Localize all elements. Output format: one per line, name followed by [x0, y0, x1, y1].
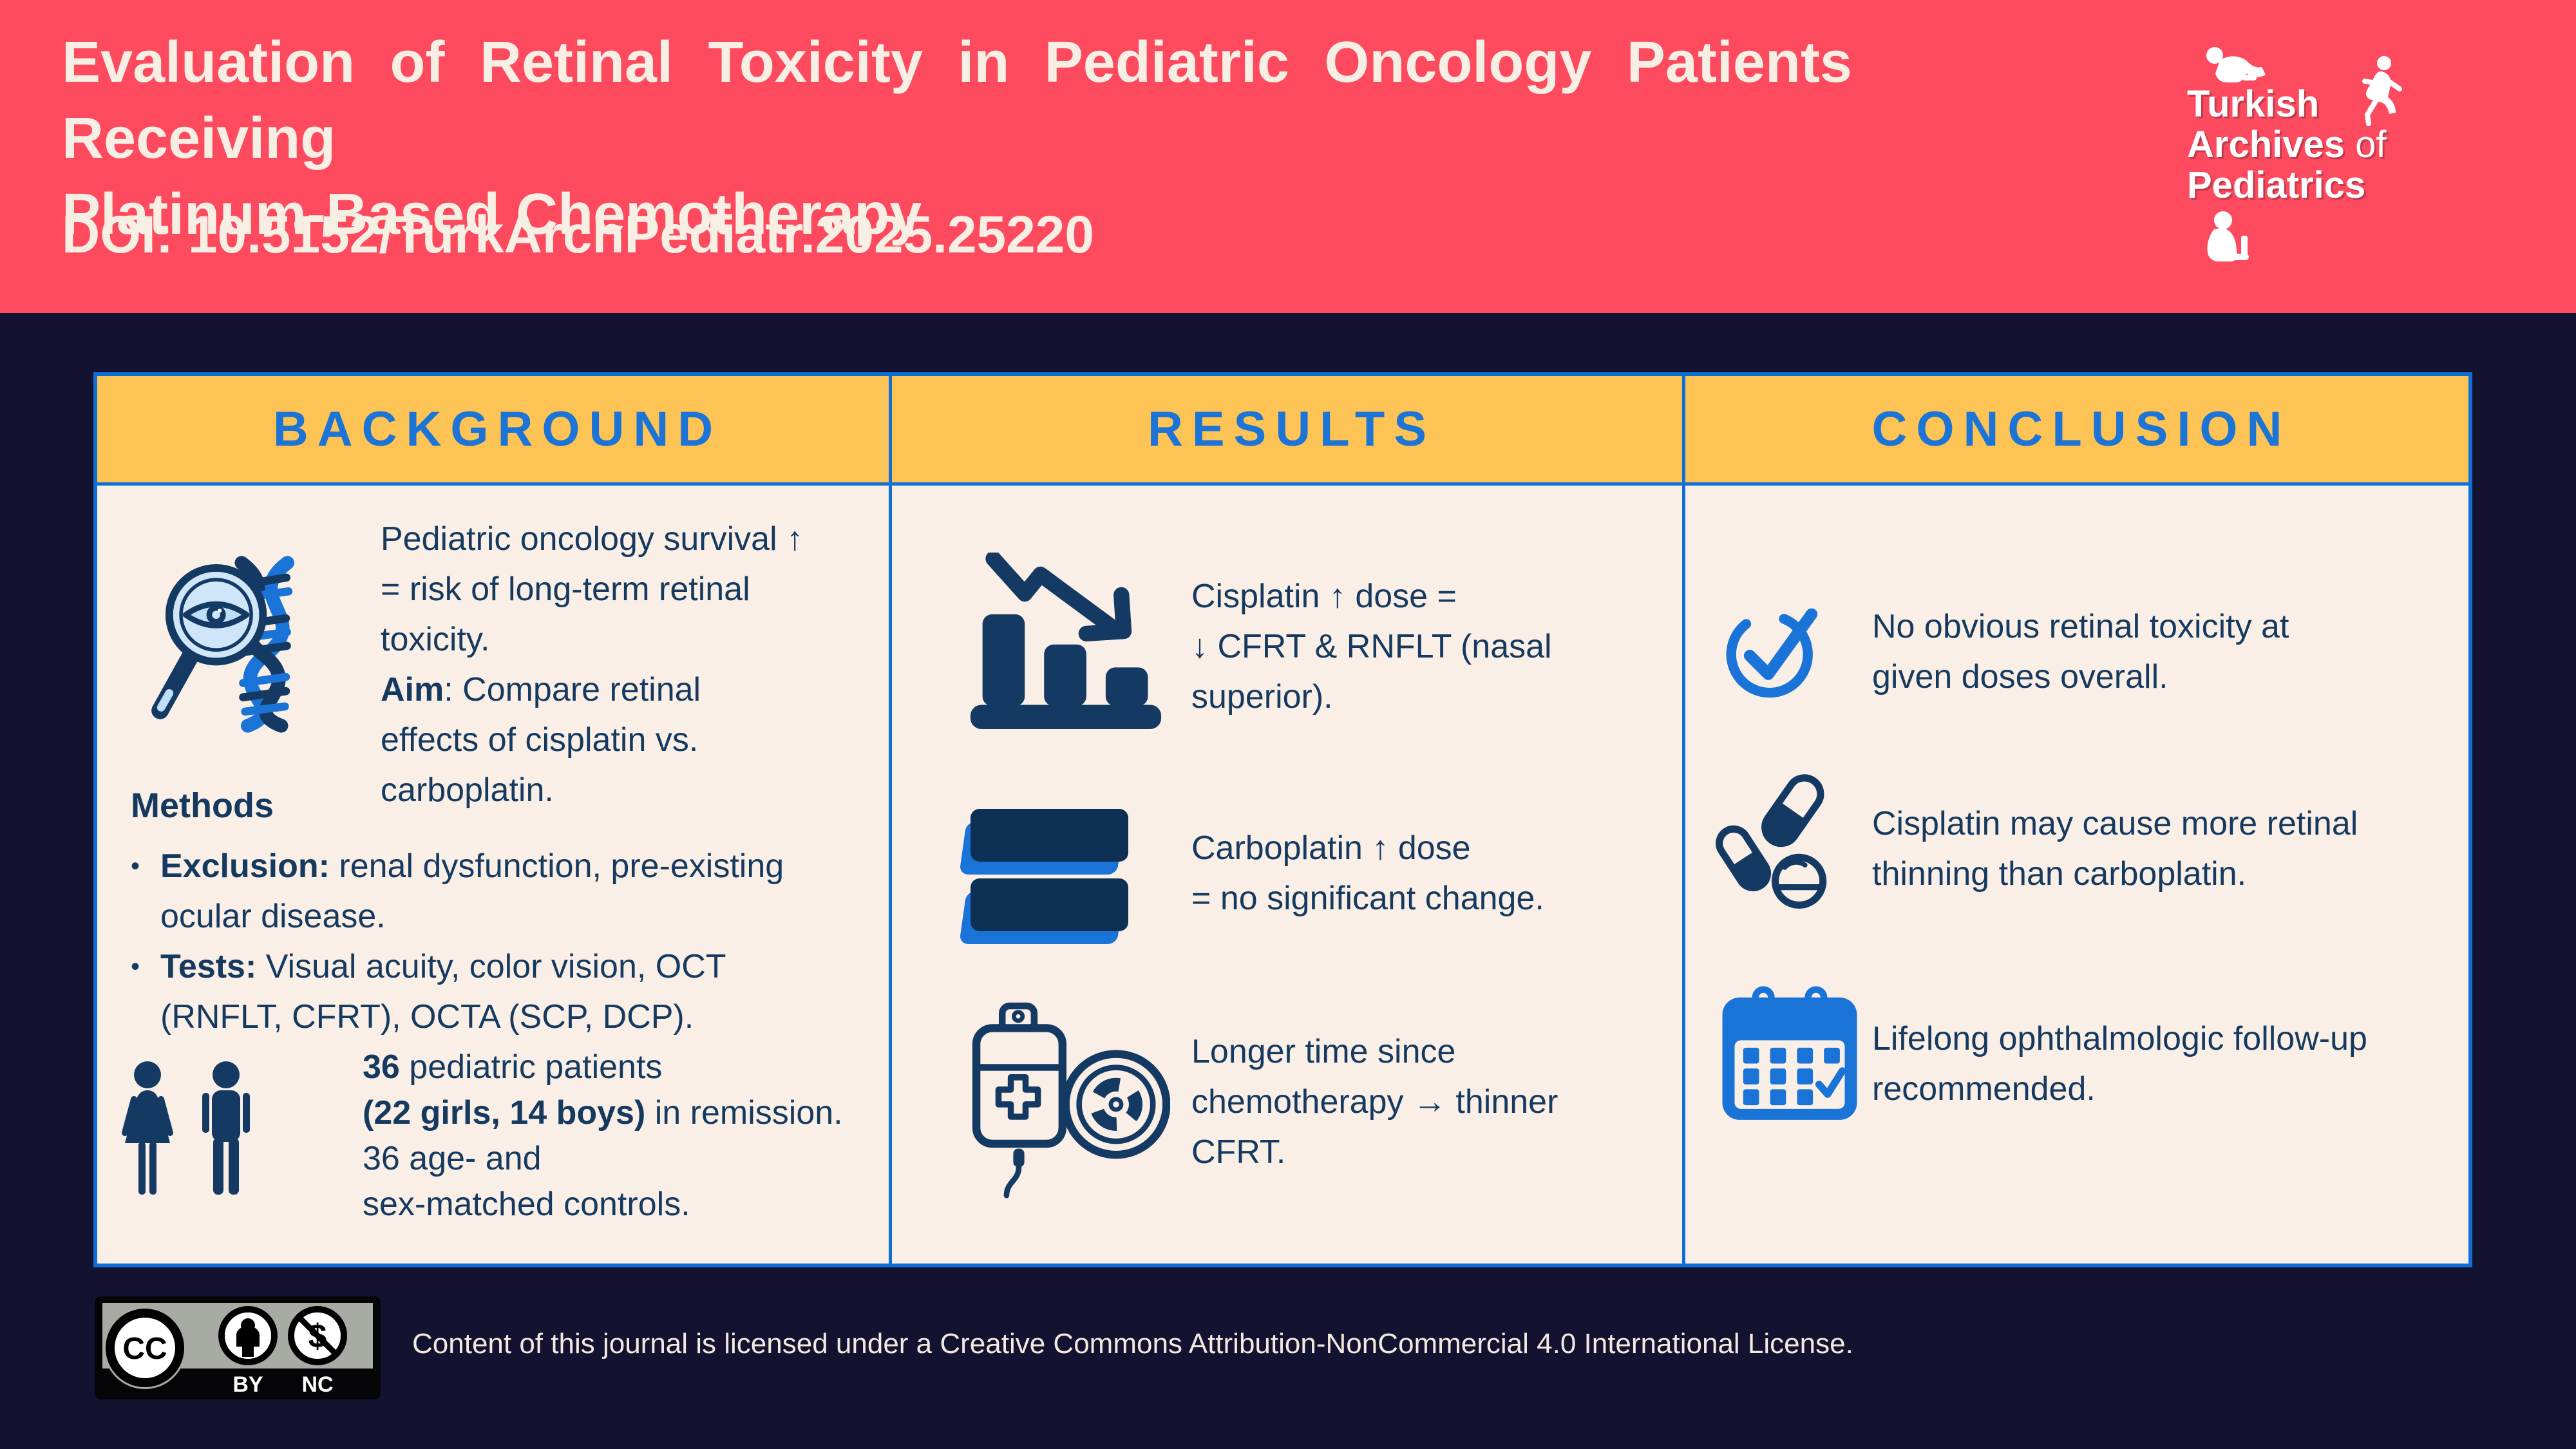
- methods-bullets: • Exclusion: renal dysfunction, pre-exis…: [131, 841, 871, 1042]
- cohort-text: 36 pediatric patients (22 girls, 14 boys…: [363, 1048, 843, 1223]
- title-line-1: Evaluation of Retinal Toxicity in Pediat…: [62, 30, 1852, 171]
- doi-text: DOI: 10.5152/TurkArchPediatr.2025.25220: [62, 205, 1094, 264]
- header-band: Evaluation of Retinal Toxicity in Pediat…: [0, 0, 2576, 313]
- check-circle-icon: [1726, 608, 1818, 698]
- logo-word-3: Pediatrics: [2187, 164, 2366, 206]
- result-item-2-text: Carboplatin ↑ dose = no significant chan…: [1191, 829, 1544, 917]
- female-icon: [122, 1061, 173, 1195]
- logo-word-2: Archives of: [2187, 124, 2387, 166]
- conclusion-body: No obvious retinal toxicity at given dos…: [1685, 486, 2468, 1264]
- cc-label: CC: [122, 1332, 167, 1366]
- iv-bag-radiation-icon: [972, 1002, 1170, 1198]
- title-line-2: Platinum-Based Chemotherapy: [62, 182, 922, 247]
- capsules-icon: [1716, 774, 1827, 909]
- nc-label: NC: [301, 1372, 333, 1397]
- aim-line: Aim: Compare retinal: [381, 671, 701, 708]
- background-body: Pediatric oncology survival ↑ = risk of …: [97, 486, 889, 1264]
- equals-icon: [959, 809, 1138, 948]
- license-text: Content of this journal is licensed unde…: [412, 1328, 1853, 1359]
- bullet-tests: • Tests: Visual acuity, color vision, OC…: [131, 948, 726, 1036]
- result-item-3-text: Longer time since chemotherapy → thinner…: [1191, 1033, 1558, 1171]
- methods-heading: Methods: [131, 786, 274, 825]
- eye-magnifier-dna-icon: [151, 556, 294, 733]
- page-title: Evaluation of Retinal Toxicity in Pediat…: [62, 24, 1852, 252]
- result-item-1-text: Cisplatin ↑ dose = ↓ CFRT & RNFLT (nasal…: [1191, 578, 1552, 715]
- male-icon: [202, 1061, 250, 1195]
- conclusion-header: CONCLUSION: [1685, 376, 2468, 486]
- conclusion-item-1-text: No obvious retinal toxicity at given dos…: [1872, 608, 2289, 696]
- by-person-icon: [236, 1318, 260, 1357]
- results-header: RESULTS: [892, 376, 1682, 486]
- conclusion-item-2-text: Cisplatin may cause more retinal thinnin…: [1872, 805, 2358, 893]
- background-intro-text: Pediatric oncology survival ↑ = risk of …: [381, 514, 844, 815]
- by-label: BY: [232, 1372, 263, 1397]
- column-conclusion: CONCLUSION No obvious retinal toxicity a…: [1682, 376, 2468, 1264]
- results-body: Cisplatin ↑ dose = ↓ CFRT & RNFLT (nasal…: [892, 486, 1682, 1264]
- logo-word-1: Turkish: [2187, 83, 2320, 125]
- crawling-baby-icon: [2206, 47, 2266, 82]
- background-header-label: BACKGROUND: [272, 402, 723, 457]
- conclusion-header-label: CONCLUSION: [1871, 402, 2291, 457]
- column-background: BACKGROUND: [97, 376, 889, 1264]
- running-child-icon: [2362, 56, 2402, 126]
- background-header: BACKGROUND: [97, 376, 889, 486]
- declining-bar-chart-icon: [970, 553, 1162, 729]
- conclusion-item-3-text: Lifelong ophthalmologic follow-up recomm…: [1872, 1020, 2367, 1108]
- results-header-label: RESULTS: [1147, 402, 1436, 457]
- aim-label: Aim: [381, 671, 444, 708]
- sitting-baby-icon: [2207, 211, 2249, 261]
- cc-by-nc-badge: CC $ BY NC: [95, 1296, 381, 1399]
- bullet-exclusion: • Exclusion: renal dysfunction, pre-exis…: [131, 848, 784, 935]
- summary-table: BACKGROUND: [93, 372, 2472, 1267]
- column-results: RESULTS Cisplatin ↑ dose: [889, 376, 1682, 1264]
- calendar-check-icon: [1722, 986, 1857, 1120]
- journal-logo: Turkish Archives of Pediatrics: [2187, 84, 2387, 205]
- magnifier: [151, 564, 267, 719]
